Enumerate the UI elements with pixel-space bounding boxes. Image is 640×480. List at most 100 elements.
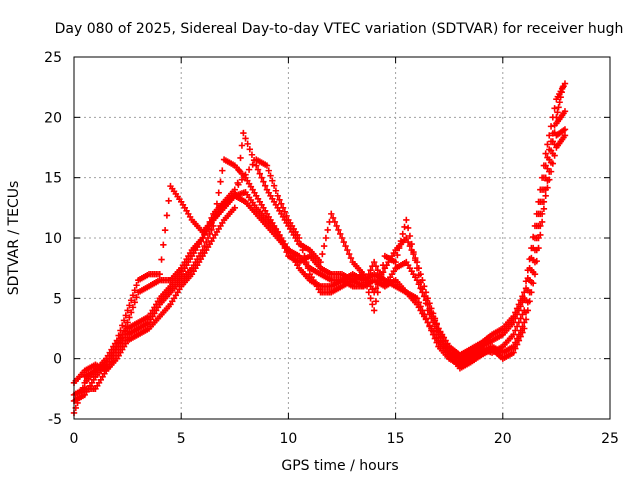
data-point-interp	[206, 218, 213, 226]
data-point-interp	[551, 129, 558, 136]
data-point-interp	[120, 327, 128, 334]
data-point	[413, 295, 421, 302]
data-point-interp	[431, 323, 439, 330]
data-point-interp	[269, 177, 276, 184]
x-axis-label: GPS time / hours	[281, 458, 398, 474]
data-point	[542, 150, 549, 157]
data-point-interp	[129, 292, 137, 299]
data-point-interp	[319, 250, 326, 258]
data-point-interp	[119, 331, 126, 338]
data-point-interp	[249, 161, 256, 168]
data-point	[561, 80, 569, 87]
data-point-interp	[201, 230, 208, 238]
y-tick-label: 25	[44, 50, 62, 66]
data-point-interp	[433, 339, 440, 346]
data-point-interp	[126, 314, 133, 321]
data-point-interp	[555, 104, 562, 111]
data-point-interp	[533, 234, 540, 242]
data-point-interp	[544, 165, 551, 172]
data-point-interp	[203, 226, 210, 234]
data-point-interp	[279, 204, 287, 212]
data-point	[124, 319, 131, 326]
data-point-interp	[342, 242, 349, 250]
data-point	[561, 126, 569, 133]
data-point-interp	[428, 327, 435, 334]
data-point-interp	[535, 222, 542, 230]
data-point-interp	[120, 317, 128, 324]
data-point-interp	[522, 297, 530, 304]
data-point-interp	[372, 285, 380, 292]
data-point	[521, 289, 528, 296]
y-tick-label: 5	[53, 291, 62, 307]
data-point-interp	[397, 237, 405, 245]
data-point-interp	[551, 105, 558, 112]
data-point-interp	[283, 212, 290, 220]
data-point-interp	[374, 289, 381, 296]
data-point	[231, 186, 238, 193]
data-point-interp	[517, 297, 524, 304]
y-tick-label: 20	[44, 110, 62, 126]
data-point-interp	[515, 319, 523, 326]
data-markers	[70, 80, 569, 417]
data-point-interp	[365, 289, 372, 296]
data-point-interp	[547, 147, 555, 154]
data-point-interp	[522, 278, 530, 285]
data-point-interp	[428, 305, 435, 312]
data-point-interp	[304, 264, 312, 272]
data-point-interp	[433, 327, 440, 334]
data-point-interp	[404, 224, 412, 232]
data-point-interp	[549, 138, 557, 145]
data-point-interp	[519, 293, 526, 300]
data-point-interp	[544, 141, 551, 148]
data-point-interp	[437, 334, 444, 342]
data-point-interp	[554, 109, 561, 116]
data-point-interp	[201, 242, 208, 250]
data-point	[295, 234, 303, 242]
data-point-interp	[512, 345, 519, 352]
data-point-interp	[367, 295, 374, 302]
data-point-interp	[517, 315, 524, 322]
y-axis-label: SDTVAR / TECUs	[6, 181, 22, 296]
data-point-interp	[546, 132, 553, 139]
data-point-interp	[265, 167, 272, 174]
data-point-interp	[528, 266, 535, 274]
data-point-interp	[528, 244, 535, 252]
data-point	[253, 162, 260, 169]
data-point-interp	[412, 256, 419, 264]
data-point-interp	[326, 218, 333, 226]
data-point-interp	[256, 170, 264, 177]
data-point-interp	[515, 337, 523, 344]
data-point-interp	[369, 301, 376, 308]
data-point-interp	[320, 242, 328, 250]
data-point-interp	[117, 335, 124, 342]
data-point-interp	[549, 160, 557, 167]
data-point-interp	[127, 309, 135, 316]
data-point-interp	[529, 280, 537, 287]
data-point	[403, 216, 410, 224]
data-point-interp	[76, 394, 83, 402]
data-point-interp	[337, 230, 344, 238]
data-point-interp	[129, 304, 137, 311]
data-point	[510, 331, 517, 338]
data-point	[328, 210, 335, 218]
data-point-interp	[362, 277, 369, 284]
data-point-interp	[363, 283, 371, 290]
data-point	[231, 204, 238, 212]
x-tick-label: 15	[387, 431, 405, 447]
data-point-interp	[406, 232, 414, 240]
data-point-interp	[133, 282, 140, 289]
data-point-interp	[208, 214, 215, 222]
data-point-interp	[261, 182, 269, 189]
series-track-1	[70, 83, 567, 405]
data-point-interp	[556, 99, 563, 106]
data-point	[561, 108, 569, 115]
data-point-interp	[297, 240, 305, 248]
data-point-interp	[551, 152, 558, 159]
data-point-interp	[401, 223, 408, 231]
data-point-interp	[235, 181, 242, 188]
data-point	[370, 307, 378, 314]
data-point-interp	[322, 234, 330, 242]
data-point-interp	[513, 305, 521, 312]
data-point-interp	[420, 293, 428, 300]
